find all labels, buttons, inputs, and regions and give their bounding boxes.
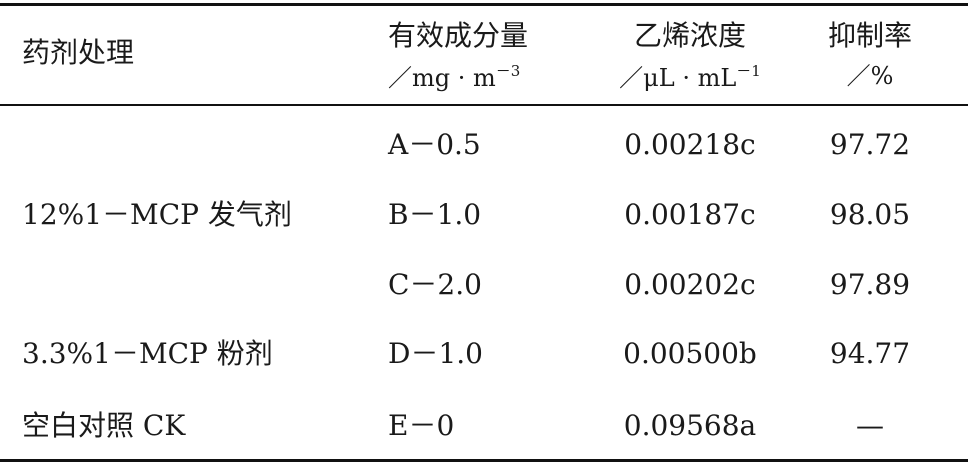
header-ethylene: 乙烯浓度 <box>633 19 746 52</box>
cell-inhibition: 98.05 <box>829 198 911 231</box>
header-inhibition: 抑制率 <box>827 19 912 52</box>
cell-ethylene: 0.09568a <box>623 409 757 442</box>
header-ethylene-unit-prefix: ／μL · mL <box>619 64 737 92</box>
cell-dose: C－2.0 <box>388 268 482 301</box>
cell-inhibition: 97.89 <box>829 268 911 301</box>
table-bottom-rule <box>0 459 968 462</box>
header-ethylene-unit: ／μL · mL－1 <box>590 62 790 92</box>
cell-dose: B－1.0 <box>388 198 482 231</box>
cell-dose: E－0 <box>388 409 455 442</box>
group-label: 空白对照 CK <box>22 409 186 442</box>
header-inhibition-unit: ／% <box>846 62 894 90</box>
cell-inhibition: — <box>856 409 884 442</box>
header-dose: 有效成分量 <box>388 19 529 52</box>
cell-dose: A－0.5 <box>388 128 481 161</box>
cell-ethylene: 0.00218c <box>624 128 756 161</box>
header-treatment: 药剂处理 <box>22 36 135 69</box>
header-dose-unit-exp: －3 <box>495 62 521 80</box>
group-label: 12%1－MCP 发气剂 <box>22 198 292 231</box>
cell-ethylene: 0.00202c <box>624 268 756 301</box>
table-top-rule <box>0 3 968 6</box>
header-dose-unit: ／mg · m－3 <box>388 62 521 92</box>
cell-ethylene: 0.00187c <box>624 198 756 231</box>
cell-inhibition: 94.77 <box>829 337 911 370</box>
table-header-rule <box>0 104 968 106</box>
cell-inhibition: 97.72 <box>829 128 911 161</box>
cell-ethylene: 0.00500b <box>623 337 757 370</box>
cell-dose: D－1.0 <box>388 337 483 370</box>
header-ethylene-unit-exp: －1 <box>736 62 761 80</box>
group-label: 3.3%1－MCP 粉剂 <box>22 337 273 370</box>
header-dose-unit-prefix: ／mg · m <box>388 64 496 92</box>
